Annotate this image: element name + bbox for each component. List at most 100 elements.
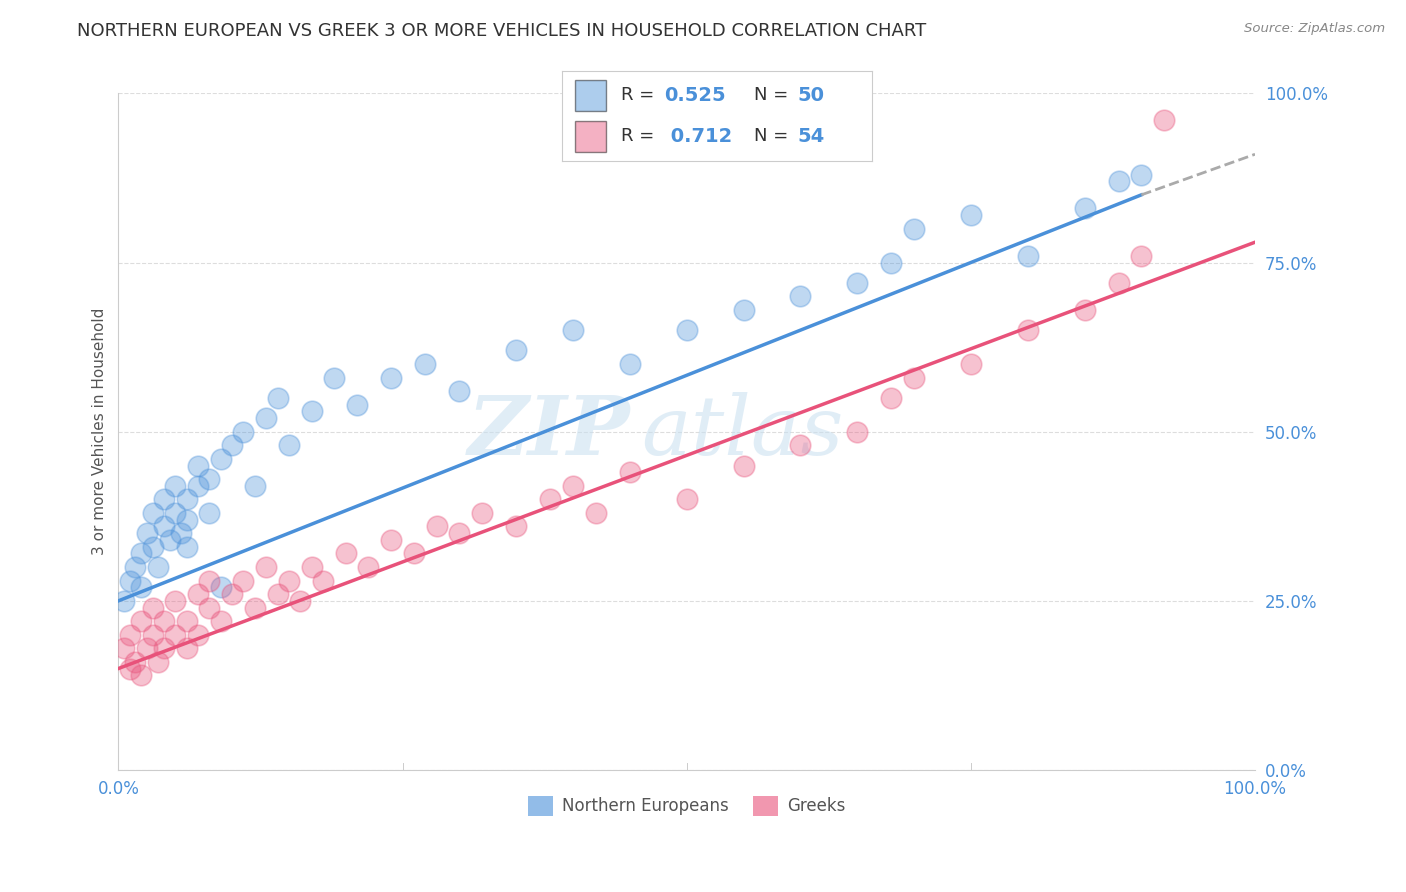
Point xyxy=(346,398,368,412)
Point xyxy=(112,641,135,656)
Point xyxy=(124,560,146,574)
Point xyxy=(176,513,198,527)
Point xyxy=(153,641,176,656)
Point xyxy=(135,641,157,656)
Text: N =: N = xyxy=(754,128,794,145)
Point xyxy=(221,438,243,452)
Point xyxy=(129,546,152,560)
Point xyxy=(619,357,641,371)
Point xyxy=(1153,113,1175,128)
Point xyxy=(129,580,152,594)
Point xyxy=(335,546,357,560)
Point xyxy=(846,276,869,290)
Point xyxy=(118,661,141,675)
Point xyxy=(176,641,198,656)
Point xyxy=(505,343,527,358)
Point xyxy=(165,479,187,493)
Point xyxy=(254,560,277,574)
Point xyxy=(402,546,425,560)
Point xyxy=(129,668,152,682)
Point xyxy=(1130,249,1153,263)
Point xyxy=(357,560,380,574)
Point xyxy=(413,357,436,371)
Point xyxy=(903,221,925,235)
Point xyxy=(789,289,811,303)
Text: ZIP: ZIP xyxy=(467,392,630,472)
Point xyxy=(112,594,135,608)
Text: atlas: atlas xyxy=(641,392,844,472)
Point xyxy=(141,600,163,615)
Text: R =: R = xyxy=(621,87,661,104)
Point xyxy=(221,587,243,601)
Point xyxy=(1108,174,1130,188)
Point xyxy=(619,465,641,479)
Point xyxy=(153,492,176,507)
Point xyxy=(118,628,141,642)
Point xyxy=(1108,276,1130,290)
Point xyxy=(170,526,193,541)
Point xyxy=(733,458,755,473)
FancyBboxPatch shape xyxy=(575,80,606,111)
Point xyxy=(159,533,181,547)
Point xyxy=(176,614,198,628)
FancyBboxPatch shape xyxy=(575,121,606,152)
Point xyxy=(312,574,335,588)
Point xyxy=(733,302,755,317)
Point xyxy=(380,370,402,384)
Point xyxy=(323,370,346,384)
Point xyxy=(1073,202,1095,216)
Point xyxy=(846,425,869,439)
Point xyxy=(187,628,209,642)
Point xyxy=(198,574,221,588)
Point xyxy=(232,425,254,439)
Point xyxy=(198,472,221,486)
Point xyxy=(471,506,494,520)
Point xyxy=(198,506,221,520)
Point xyxy=(1017,323,1039,337)
Point xyxy=(301,404,323,418)
Point xyxy=(880,391,903,405)
Point xyxy=(118,574,141,588)
Point xyxy=(1130,168,1153,182)
Point xyxy=(266,587,288,601)
Point xyxy=(290,594,312,608)
Point xyxy=(675,323,697,337)
Point xyxy=(505,519,527,533)
Text: 0.712: 0.712 xyxy=(665,127,733,146)
Point xyxy=(562,323,585,337)
Point xyxy=(266,391,288,405)
Point xyxy=(243,479,266,493)
Point xyxy=(148,560,170,574)
Point xyxy=(148,655,170,669)
Point xyxy=(675,492,697,507)
Point xyxy=(135,526,157,541)
Point xyxy=(141,628,163,642)
Point xyxy=(254,411,277,425)
Y-axis label: 3 or more Vehicles in Household: 3 or more Vehicles in Household xyxy=(93,308,107,556)
Point xyxy=(198,600,221,615)
Point xyxy=(232,574,254,588)
Point xyxy=(449,526,471,541)
Point xyxy=(426,519,449,533)
Point xyxy=(187,479,209,493)
Text: Source: ZipAtlas.com: Source: ZipAtlas.com xyxy=(1244,22,1385,36)
Point xyxy=(960,208,983,222)
Text: 0.525: 0.525 xyxy=(665,86,725,105)
Point xyxy=(380,533,402,547)
Point xyxy=(176,540,198,554)
Point xyxy=(141,540,163,554)
Point xyxy=(176,492,198,507)
Point xyxy=(165,594,187,608)
Point xyxy=(165,628,187,642)
Point xyxy=(209,580,232,594)
Point xyxy=(1017,249,1039,263)
Point xyxy=(153,519,176,533)
Point xyxy=(562,479,585,493)
Text: R =: R = xyxy=(621,128,661,145)
Point xyxy=(129,614,152,628)
Point xyxy=(187,587,209,601)
Point xyxy=(903,370,925,384)
Text: 50: 50 xyxy=(797,86,824,105)
Point xyxy=(153,614,176,628)
Text: 54: 54 xyxy=(797,127,825,146)
